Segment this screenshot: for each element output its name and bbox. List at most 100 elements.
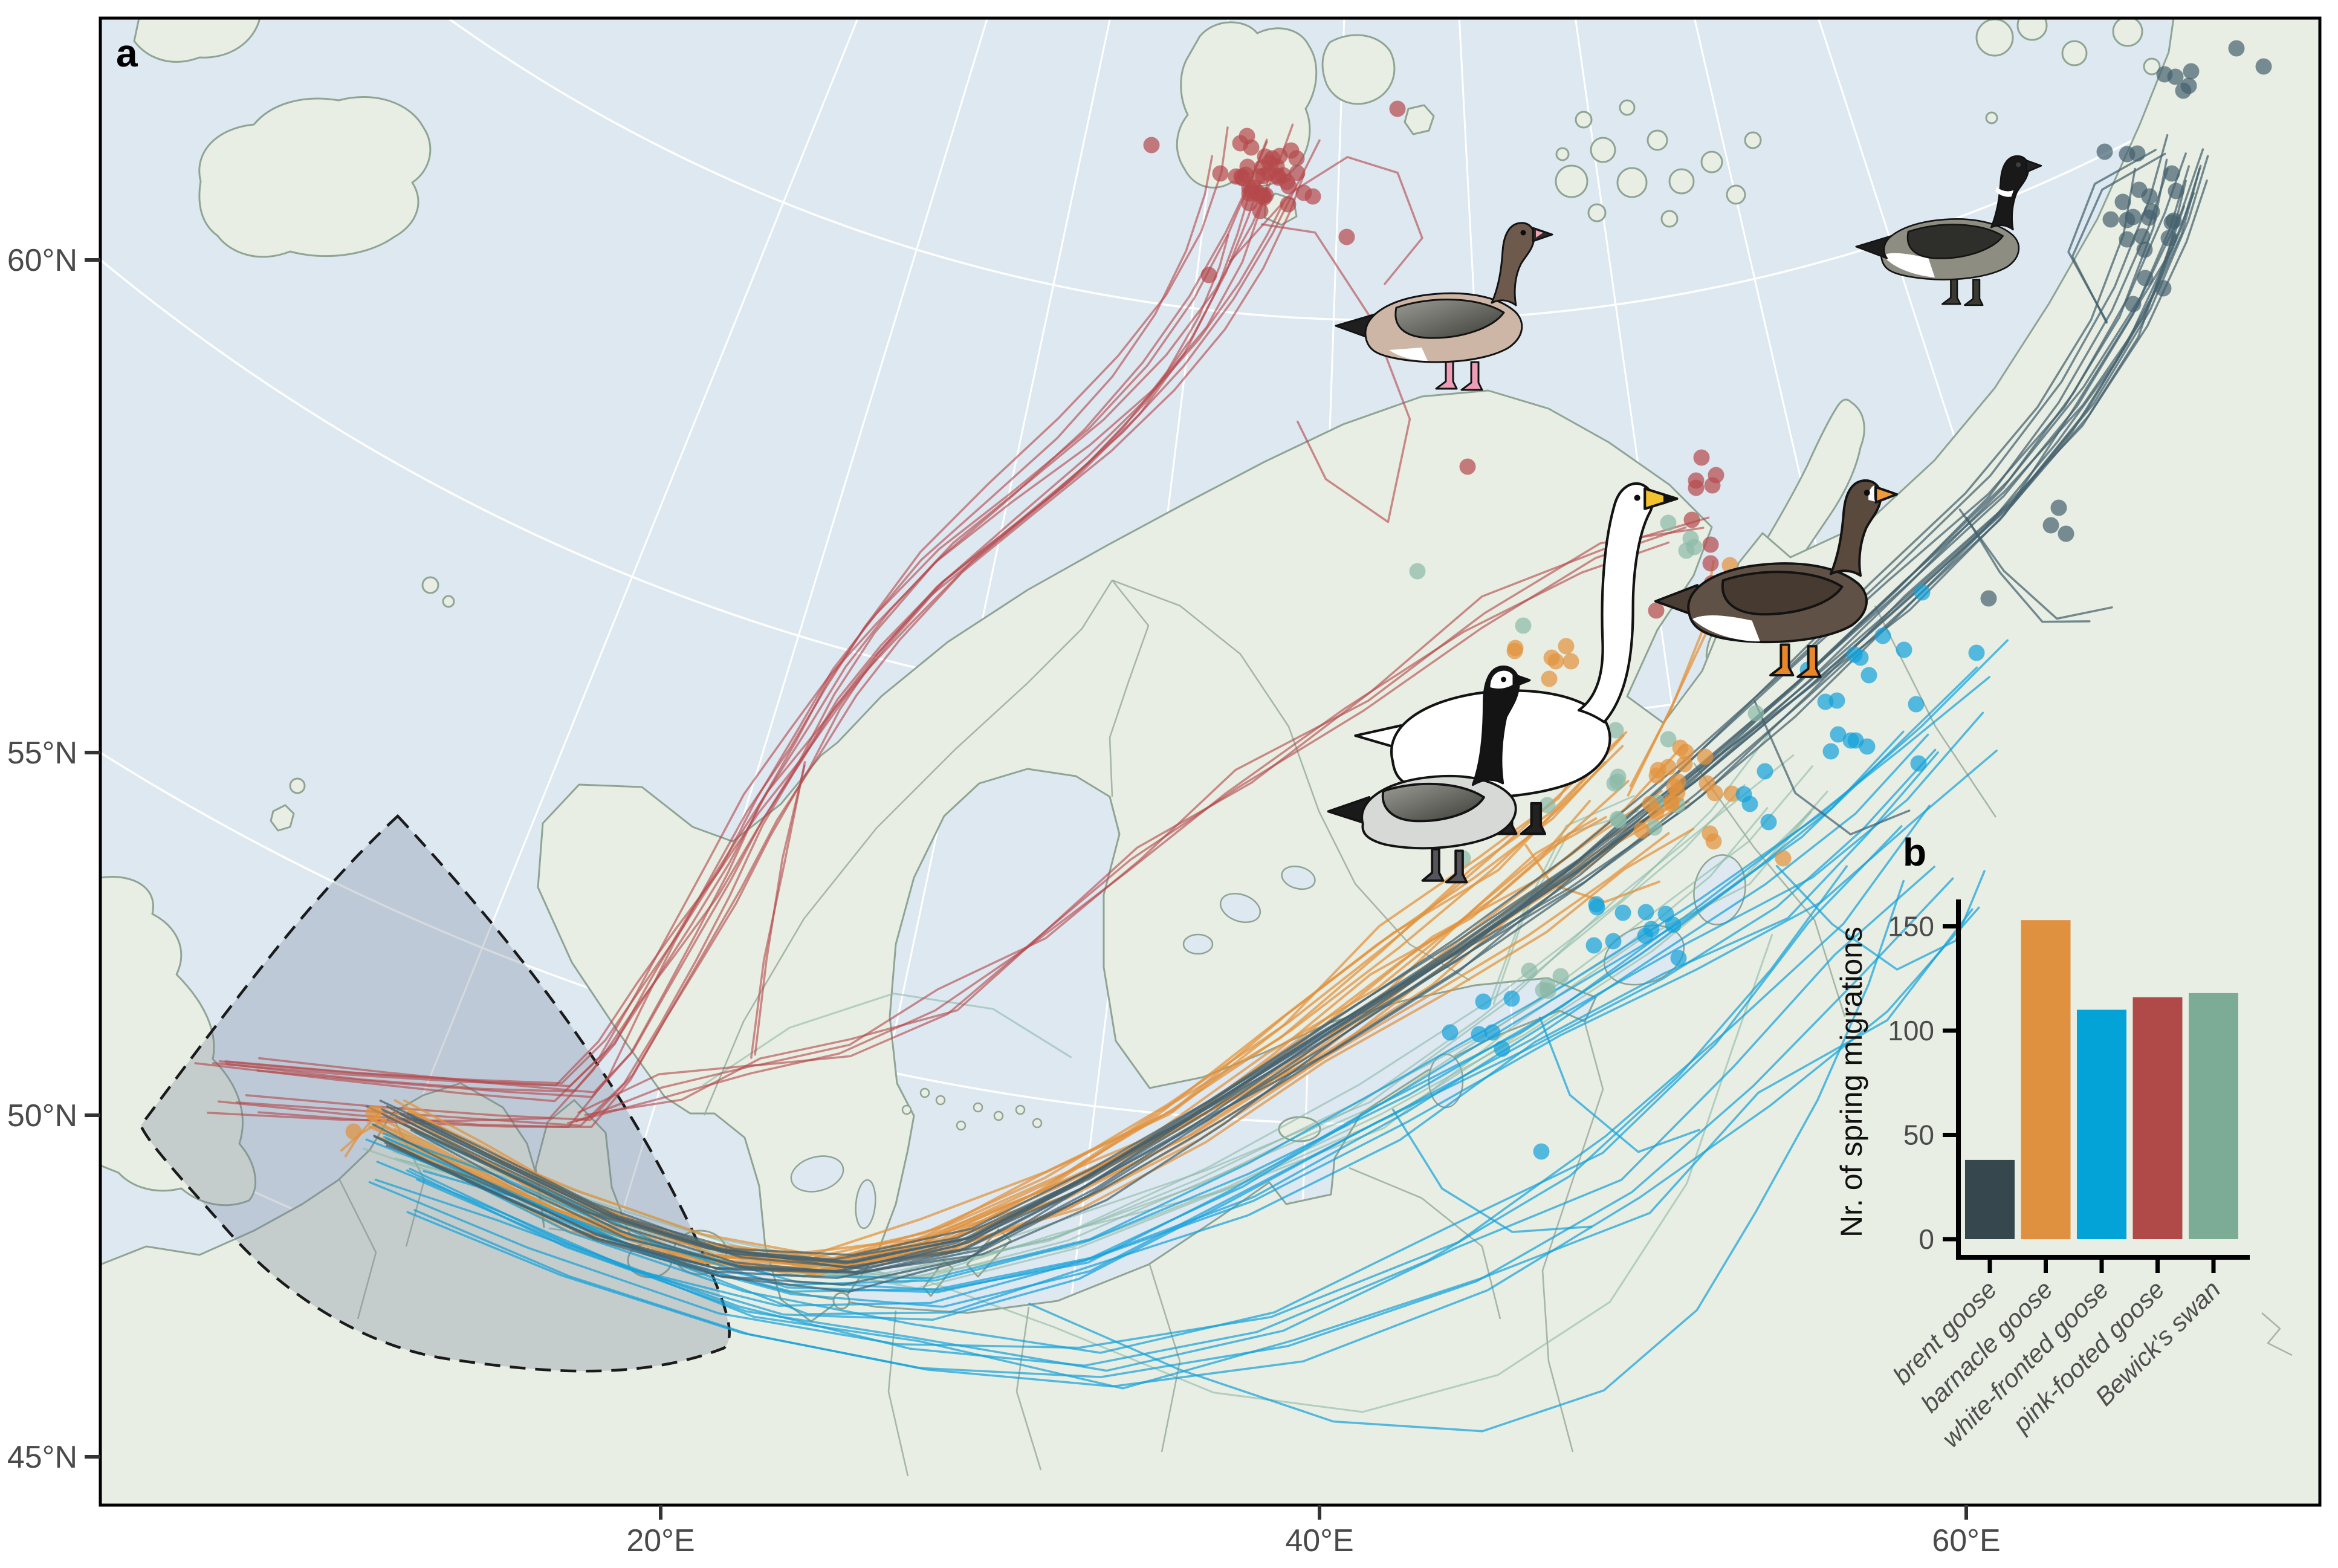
migration-track xyxy=(410,825,1903,1354)
site-dot xyxy=(1552,968,1569,985)
site-dot xyxy=(1239,128,1255,144)
migration-track xyxy=(373,164,2202,1280)
site-dot xyxy=(1269,167,1286,184)
site-dot xyxy=(1442,1024,1459,1041)
site-dot xyxy=(1237,166,1254,183)
chart-y-tick-label: 50 xyxy=(1903,1119,1934,1151)
site-dot xyxy=(2102,211,2119,228)
site-dot xyxy=(1670,950,1687,967)
islet xyxy=(1647,129,1668,151)
white-fronted-goose-illustration xyxy=(1654,479,1898,678)
lon-label-60e: 60°E xyxy=(1932,1523,2000,1558)
migration-track xyxy=(1524,844,1661,903)
site-dot xyxy=(1760,814,1777,831)
site-dot xyxy=(1847,732,1864,749)
dots-barnacle-goose xyxy=(345,557,1792,1140)
site-dot xyxy=(1609,773,1626,790)
site-dot xyxy=(1650,762,1666,779)
site-dot xyxy=(2136,241,2153,258)
islet xyxy=(1744,131,1762,149)
migration-track xyxy=(1538,1016,1700,1153)
site-dot xyxy=(1648,602,1665,619)
site-dot xyxy=(1846,646,1863,663)
site-dot xyxy=(1637,904,1654,921)
islet xyxy=(1975,18,2014,57)
site-dot xyxy=(1409,563,1426,580)
migration-track xyxy=(1028,880,1905,1433)
migration-track xyxy=(750,761,806,1059)
site-dot xyxy=(1614,904,1631,921)
migration-track xyxy=(1392,1109,1593,1233)
site-dot xyxy=(1543,649,1560,666)
migration-track xyxy=(1754,700,1911,835)
site-dot xyxy=(2042,517,2059,534)
islet xyxy=(2143,57,2161,76)
lon-label-20e: 20°E xyxy=(626,1523,695,1558)
islet xyxy=(2112,18,2143,47)
site-dot xyxy=(1860,667,1877,684)
lake xyxy=(1182,933,1214,955)
islet xyxy=(2061,40,2088,66)
bar-pink-footed-goose xyxy=(2132,997,2183,1239)
site-dot xyxy=(1200,267,1217,283)
site-dot xyxy=(1830,726,1847,743)
site-dot xyxy=(1646,819,1663,836)
site-dot xyxy=(2137,270,2154,287)
land-bornholm xyxy=(832,1292,850,1310)
islet xyxy=(1032,1118,1043,1129)
migration-track xyxy=(1260,223,1411,523)
islet xyxy=(919,1087,930,1098)
site-dot xyxy=(1459,458,1476,475)
lake xyxy=(790,1155,844,1193)
migration-track xyxy=(384,158,2168,1273)
latitude-axis: 60°N 55°N 50°N 45°N xyxy=(7,243,100,1475)
site-dot xyxy=(2168,183,2184,199)
site-dot xyxy=(1562,653,1579,670)
site-dot xyxy=(1212,165,1229,182)
site-dot xyxy=(1633,822,1650,839)
islet xyxy=(1668,168,1695,195)
site-dot xyxy=(1676,756,1693,773)
chart-y-tick-label: 150 xyxy=(1888,911,1934,942)
lat-label-45n: 45°N xyxy=(7,1440,77,1475)
site-dot xyxy=(1607,722,1624,739)
site-dot xyxy=(1678,542,1695,559)
lat-label-50n: 50°N xyxy=(7,1098,77,1133)
land-orkney xyxy=(289,777,306,794)
migration-tracks xyxy=(194,123,2209,1433)
land-shetland xyxy=(270,804,295,832)
site-dot xyxy=(1896,641,1912,658)
site-dot xyxy=(2160,230,2177,247)
islet xyxy=(1700,151,1723,173)
site-dot xyxy=(1304,188,1321,205)
site-dot xyxy=(2165,212,2182,229)
lake xyxy=(1281,865,1316,890)
migration-track xyxy=(575,526,1687,1123)
land-svalbard-ne xyxy=(1321,34,1396,105)
pink-footed-goose-illustration xyxy=(1335,222,1553,391)
site-dot xyxy=(1698,775,1715,792)
migration-track xyxy=(224,123,1294,1087)
site-dot xyxy=(1660,731,1677,748)
site-dot xyxy=(1588,899,1605,916)
site-dot xyxy=(1503,990,1520,1007)
islet xyxy=(1616,167,1648,198)
site-dot xyxy=(2163,165,2180,182)
site-dot xyxy=(1484,1024,1501,1041)
site-dot xyxy=(1494,1040,1511,1057)
site-dot xyxy=(1288,150,1305,167)
migration-track xyxy=(194,140,1268,1103)
site-dot xyxy=(1677,744,1694,760)
migration-track xyxy=(567,541,1670,1124)
site-dot xyxy=(1980,590,1997,607)
migration-track xyxy=(413,906,1980,1388)
site-dot xyxy=(2114,193,2131,210)
migration-track xyxy=(416,865,1848,1367)
site-dot xyxy=(1908,696,1925,713)
bar-barnacle-goose xyxy=(2021,920,2071,1240)
site-dot xyxy=(2143,203,2160,220)
border-line xyxy=(1109,580,1150,797)
islet xyxy=(901,1104,912,1115)
